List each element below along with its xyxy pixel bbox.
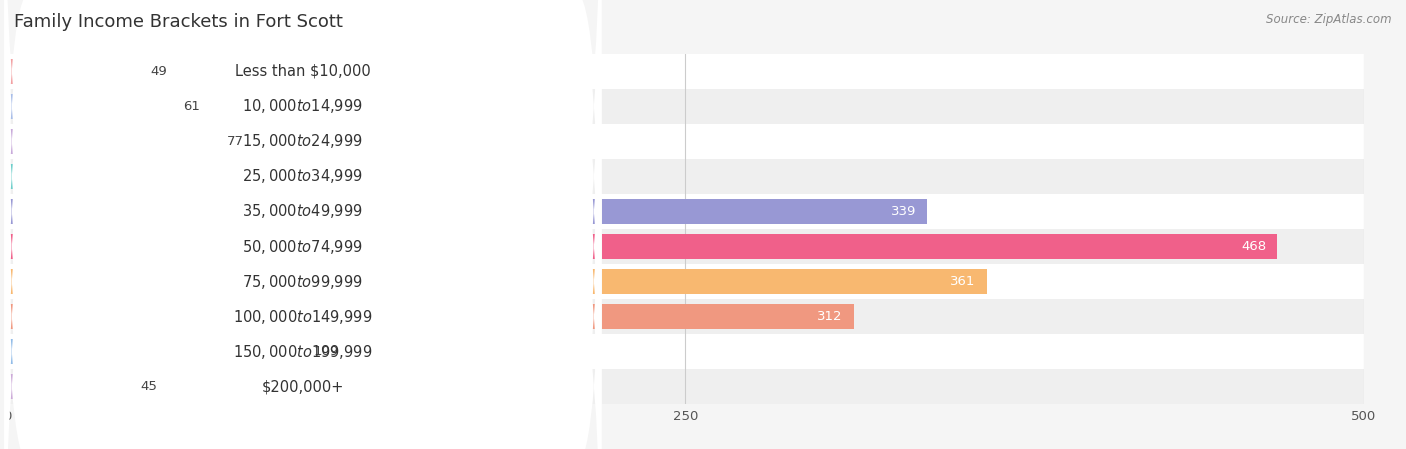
FancyBboxPatch shape	[7, 89, 1364, 124]
FancyBboxPatch shape	[4, 0, 602, 449]
FancyBboxPatch shape	[4, 83, 602, 449]
Text: 312: 312	[817, 310, 842, 323]
Text: $150,000 to $199,999: $150,000 to $199,999	[233, 343, 373, 361]
FancyBboxPatch shape	[4, 0, 602, 340]
Bar	[7, 304, 853, 329]
Text: 49: 49	[150, 65, 167, 78]
FancyBboxPatch shape	[7, 334, 1364, 369]
Text: 468: 468	[1241, 240, 1267, 253]
FancyBboxPatch shape	[7, 194, 1364, 229]
FancyBboxPatch shape	[4, 0, 602, 410]
Text: Family Income Brackets in Fort Scott: Family Income Brackets in Fort Scott	[14, 13, 343, 31]
Text: $50,000 to $74,999: $50,000 to $74,999	[242, 238, 363, 255]
Text: 152: 152	[384, 170, 409, 183]
Text: $10,000 to $14,999: $10,000 to $14,999	[242, 97, 363, 115]
FancyBboxPatch shape	[4, 13, 602, 449]
Text: $25,000 to $34,999: $25,000 to $34,999	[242, 167, 363, 185]
FancyBboxPatch shape	[7, 159, 1364, 194]
FancyBboxPatch shape	[4, 0, 602, 449]
Text: $200,000+: $200,000+	[262, 379, 344, 394]
Bar	[7, 129, 217, 154]
FancyBboxPatch shape	[7, 299, 1364, 334]
FancyBboxPatch shape	[4, 0, 602, 445]
Text: 61: 61	[183, 100, 200, 113]
Bar	[7, 374, 129, 399]
FancyBboxPatch shape	[7, 229, 1364, 264]
Text: 109: 109	[314, 345, 339, 358]
Bar	[7, 164, 419, 189]
Bar	[7, 234, 1277, 259]
Text: 45: 45	[141, 380, 157, 393]
FancyBboxPatch shape	[4, 118, 602, 449]
Text: $35,000 to $49,999: $35,000 to $49,999	[242, 202, 363, 220]
Text: 77: 77	[226, 135, 243, 148]
Bar	[7, 339, 302, 364]
Text: 361: 361	[950, 275, 976, 288]
Bar	[7, 94, 173, 119]
Text: Source: ZipAtlas.com: Source: ZipAtlas.com	[1267, 13, 1392, 26]
Text: Less than $10,000: Less than $10,000	[235, 64, 371, 79]
FancyBboxPatch shape	[7, 124, 1364, 159]
Text: $100,000 to $149,999: $100,000 to $149,999	[233, 308, 373, 326]
Bar	[7, 269, 987, 294]
Bar	[7, 59, 141, 84]
Text: $15,000 to $24,999: $15,000 to $24,999	[242, 132, 363, 150]
Bar	[7, 199, 927, 224]
FancyBboxPatch shape	[4, 0, 602, 375]
FancyBboxPatch shape	[7, 264, 1364, 299]
FancyBboxPatch shape	[7, 369, 1364, 404]
Text: $75,000 to $99,999: $75,000 to $99,999	[242, 273, 363, 291]
FancyBboxPatch shape	[7, 54, 1364, 89]
FancyBboxPatch shape	[4, 48, 602, 449]
Text: 339: 339	[891, 205, 917, 218]
